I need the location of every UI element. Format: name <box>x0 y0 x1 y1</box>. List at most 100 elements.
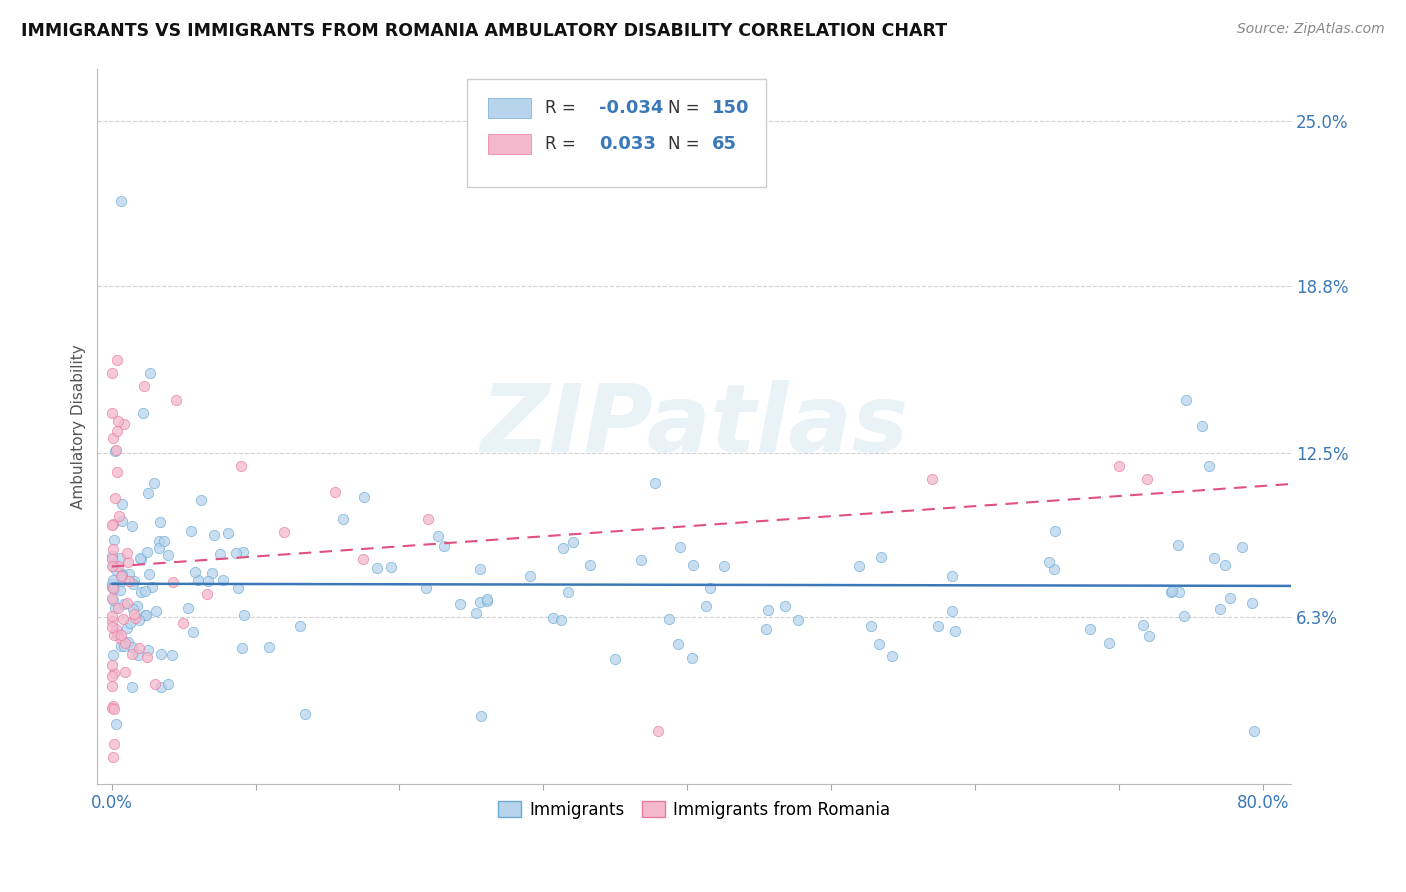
Point <box>921 472 943 486</box>
Point <box>103 533 125 547</box>
Point <box>682 558 704 572</box>
Point <box>103 582 125 596</box>
Point <box>160 648 183 662</box>
Point <box>353 551 375 566</box>
Point <box>1232 541 1254 555</box>
Point <box>111 568 134 582</box>
Point <box>107 414 129 428</box>
Point <box>941 604 963 618</box>
Point <box>121 576 143 591</box>
Point <box>1045 524 1067 538</box>
Y-axis label: Ambulatory Disability: Ambulatory Disability <box>72 343 86 508</box>
Point <box>117 621 139 635</box>
FancyBboxPatch shape <box>488 98 531 118</box>
Point <box>148 534 170 549</box>
Point <box>108 632 131 646</box>
Text: ZIPatlas: ZIPatlas <box>481 380 908 472</box>
Point <box>114 636 136 650</box>
Point <box>101 679 124 693</box>
Point <box>101 750 124 764</box>
Point <box>101 657 124 672</box>
Point <box>427 529 450 543</box>
Point <box>1098 635 1121 649</box>
Point <box>121 601 143 615</box>
Point <box>131 406 153 420</box>
Point <box>145 604 167 618</box>
Point <box>658 612 681 626</box>
Point <box>669 540 692 554</box>
Point <box>787 613 810 627</box>
Point <box>1209 602 1232 616</box>
Point <box>129 552 152 566</box>
Point <box>117 634 139 648</box>
Point <box>128 641 150 656</box>
Point <box>557 584 579 599</box>
Point <box>226 581 249 595</box>
Point <box>668 637 690 651</box>
Point <box>115 546 138 560</box>
Point <box>1198 458 1220 473</box>
Point <box>166 392 188 407</box>
Point <box>468 562 491 576</box>
Point <box>128 613 150 627</box>
Point <box>943 624 966 638</box>
Point <box>136 485 159 500</box>
Point <box>353 490 375 504</box>
Point <box>294 706 316 721</box>
Point <box>860 619 883 633</box>
Point <box>148 541 170 555</box>
Point <box>630 552 652 566</box>
Point <box>121 680 143 694</box>
Text: R =: R = <box>546 135 576 153</box>
Point <box>868 637 890 651</box>
Point <box>1136 472 1159 486</box>
Point <box>100 366 122 380</box>
Point <box>288 618 311 632</box>
Point <box>101 698 124 713</box>
Point <box>149 515 172 529</box>
Point <box>105 442 128 457</box>
Point <box>105 465 128 479</box>
Text: IMMIGRANTS VS IMMIGRANTS FROM ROMANIA AMBULATORY DISABILITY CORRELATION CHART: IMMIGRANTS VS IMMIGRANTS FROM ROMANIA AM… <box>21 22 948 40</box>
Point <box>231 641 253 656</box>
Point <box>103 573 125 587</box>
Point <box>233 607 256 622</box>
Point <box>101 593 124 607</box>
Point <box>112 417 135 431</box>
Point <box>103 702 125 716</box>
Point <box>107 558 129 573</box>
Point <box>1132 617 1154 632</box>
Point <box>127 648 149 662</box>
Point <box>100 608 122 623</box>
Point <box>101 701 124 715</box>
Point <box>104 601 127 615</box>
Point <box>101 591 124 605</box>
Point <box>121 519 143 533</box>
Point <box>644 476 666 491</box>
Point <box>112 639 135 653</box>
Point <box>112 597 135 611</box>
Point <box>202 528 225 542</box>
Point <box>273 525 295 540</box>
Point <box>231 458 253 473</box>
Point <box>105 563 128 577</box>
Point <box>699 581 721 595</box>
Point <box>1204 551 1226 566</box>
Point <box>156 548 179 562</box>
Point <box>1043 562 1066 576</box>
Point <box>103 648 125 663</box>
Point <box>1167 585 1189 599</box>
Text: -0.034: -0.034 <box>599 99 664 117</box>
Point <box>111 497 134 511</box>
Point <box>136 643 159 657</box>
Point <box>1137 629 1160 643</box>
Point <box>107 601 129 615</box>
Point <box>111 566 134 581</box>
Point <box>187 573 209 587</box>
Point <box>134 608 156 623</box>
Point <box>380 560 402 574</box>
Point <box>561 535 583 549</box>
Point <box>1160 585 1182 599</box>
Point <box>114 665 136 680</box>
Point <box>1219 591 1241 606</box>
